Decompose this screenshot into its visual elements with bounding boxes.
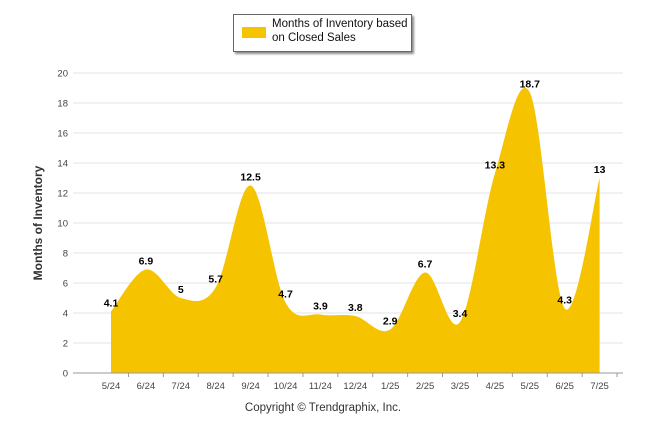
y-tick-label: 14: [57, 159, 68, 170]
data-label: 4.1: [104, 298, 119, 310]
y-tick-label: 2: [63, 339, 68, 350]
data-label: 18.7: [520, 79, 541, 91]
x-axis: 5/24 6/24 7/24 8/24 9/24 10/24 11/24 12/24 1/25 2…: [73, 372, 623, 392]
y-tick-label: 18: [57, 99, 68, 110]
y-tick-label: 20: [57, 69, 68, 80]
y-axis-ticks: 0 2 4 6 8 10 12 14 16 18 20: [57, 69, 68, 380]
x-tick-label: 7/24: [172, 381, 191, 392]
y-tick-label: 16: [57, 129, 68, 140]
x-tick-label: 5/24: [102, 381, 121, 392]
y-tick-label: 4: [63, 309, 68, 320]
inventory-area: [111, 87, 600, 373]
data-label: 6.7: [418, 259, 433, 271]
x-tick-label: 8/24: [206, 381, 225, 392]
y-tick-label: 0: [63, 369, 68, 380]
data-label: 5: [178, 284, 184, 296]
x-tick-label: 1/25: [381, 381, 400, 392]
data-label: 5.7: [208, 274, 223, 286]
data-label: 6.9: [139, 256, 154, 268]
legend-swatch: [242, 27, 266, 38]
x-tick-label: 10/24: [274, 381, 298, 392]
data-labels: 4.1 6.9 5 5.7 12.5 4.7 3.9 3.8 2.9 6.7 3.4 13.3 18.7…: [104, 79, 606, 328]
x-tick-label: 3/25: [451, 381, 470, 392]
data-label: 13.3: [485, 160, 506, 172]
legend-label: Months of Inventory based on Closed Sale…: [272, 18, 408, 44]
data-label: 3.8: [348, 302, 363, 314]
x-tick-label: 4/25: [486, 381, 505, 392]
data-label: 13: [594, 164, 606, 176]
months-of-inventory-chart: 0 2 4 6 8 10 12 14 16 18 20 5/24 6/24 7/24 8/24 9/24 10…: [31, 69, 623, 392]
data-label: 3.4: [453, 308, 468, 320]
data-label: 2.9: [383, 316, 398, 328]
x-tick-label: 2/25: [416, 381, 435, 392]
y-tick-label: 12: [57, 189, 68, 200]
y-tick-label: 10: [57, 219, 68, 230]
data-label: 12.5: [240, 172, 261, 184]
y-axis-title: Months of Inventory: [31, 165, 45, 280]
x-tick-label: 6/24: [137, 381, 156, 392]
data-label: 4.3: [557, 295, 572, 307]
legend: Months of Inventory based on Closed Sale…: [233, 14, 412, 52]
x-tick-label: 11/24: [309, 381, 332, 392]
data-label: 4.7: [278, 289, 293, 301]
y-tick-label: 8: [63, 249, 68, 260]
x-tick-label: 12/24: [343, 381, 367, 392]
x-tick-label: 9/24: [241, 381, 260, 392]
x-tick-label: 7/25: [590, 381, 609, 392]
y-tick-label: 6: [63, 279, 68, 290]
copyright: Copyright © Trendgraphix, Inc.: [244, 402, 402, 414]
x-tick-label: 5/25: [521, 381, 540, 392]
x-tick-label: 6/25: [555, 381, 574, 392]
data-label: 3.9: [313, 301, 328, 313]
